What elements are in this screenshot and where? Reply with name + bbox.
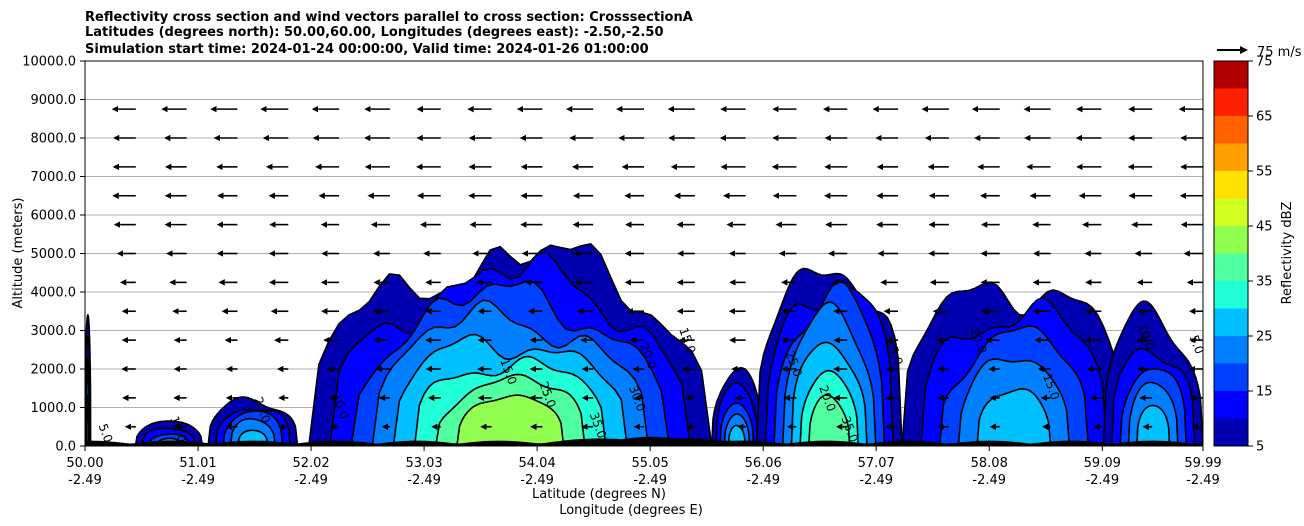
y-tick-label: 3000.0: [31, 324, 77, 339]
x-axis: 50.00 -2.49 51.01 -2.49 52.02 -2.49 53.03 -2.49…: [66, 446, 1222, 488]
x-tick-label-lat: 51.01: [179, 456, 216, 471]
reflectivity-contour: [1136, 404, 1171, 446]
colorbar-segment: [1214, 391, 1248, 419]
colorbar-tick-label: 15: [1256, 385, 1273, 400]
colorbar-tick-label: 55: [1256, 165, 1273, 180]
reflectivity-contour: [86, 393, 90, 446]
x-tick-label-lat: 53.03: [405, 456, 442, 471]
colorbar-segment: [1214, 253, 1248, 281]
x-tick-label-lon: -2.49: [746, 473, 780, 488]
y-tick-label: 2000.0: [31, 363, 77, 378]
y-tick-label: 5000.0: [31, 247, 77, 262]
x-tick-label-lat: 59.99: [1184, 456, 1221, 471]
contour-label: 5.0: [96, 422, 116, 445]
x-tick-label-lon: -2.49: [1085, 473, 1119, 488]
x-tick-label-lon: -2.49: [294, 473, 328, 488]
colorbar-tick-label: 75: [1256, 55, 1273, 70]
colorbar-tick-label: 25: [1256, 330, 1273, 345]
y-axis: 0.0 1000.0 2000.0 3000.0 4000.0 5000.0 6000.0 7…: [22, 55, 85, 455]
x-tick-label-lon: -2.49: [859, 473, 893, 488]
chart-title-line-2: Latitudes (degrees north): 50.00,60.00, …: [85, 25, 664, 40]
colorbar-segment: [1214, 61, 1248, 89]
y-tick-label: 9000.0: [31, 93, 77, 108]
y-tick-label: 10000.0: [22, 55, 76, 70]
colorbar-frame: [1213, 60, 1249, 447]
x-tick-label-lon: -2.49: [633, 473, 667, 488]
y-tick-label: 0.0: [55, 440, 76, 455]
x-tick-label-lat: 57.07: [858, 456, 895, 471]
colorbar-segment: [1214, 88, 1248, 116]
y-tick-label: 7000.0: [31, 170, 77, 185]
reflectivity-contour: [807, 394, 851, 446]
colorbar: 5 15 25 35 45 55 65 75: [1213, 55, 1273, 455]
x-tick-label-lat: 52.02: [292, 456, 329, 471]
reflectivity-contour: [976, 388, 1052, 446]
wind-reference-label: 75 m/s: [1257, 45, 1302, 60]
x-tick-label-lon: -2.49: [972, 473, 1006, 488]
colorbar-segment: [1214, 308, 1248, 336]
x-tick-label-lon: -2.49: [181, 473, 215, 488]
x-tick-label-lat: 59.09: [1084, 456, 1121, 471]
colorbar-segment: [1214, 418, 1248, 446]
reflectivity-field: [85, 243, 1203, 446]
x-tick-label-lat: 58.08: [971, 456, 1008, 471]
colorbar-segment: [1214, 116, 1248, 144]
colorbar-segment: [1214, 281, 1248, 309]
y-axis-label: Altitude (meters): [11, 198, 26, 309]
x-tick-label-lat: 54.04: [519, 456, 556, 471]
x-tick-label-lat: 55.05: [632, 456, 669, 471]
colorbar-segment: [1214, 363, 1248, 391]
y-tick-label: 1000.0: [31, 401, 77, 416]
colorbar-segment: [1214, 336, 1248, 364]
x-tick-label-lat: 50.00: [66, 456, 103, 471]
colorbar-tick-label: 45: [1256, 220, 1273, 235]
y-tick-label: 8000.0: [31, 132, 77, 147]
colorbar-segment: [1214, 171, 1248, 199]
wind-vectors: [111, 105, 1203, 430]
y-tick-label: 6000.0: [31, 209, 77, 224]
reflectivity-contour: [456, 394, 565, 446]
terrain: [85, 436, 1203, 446]
chart-title-line-1: Reflectivity cross section and wind vect…: [85, 10, 693, 25]
chart-title-line-3: Simulation start time: 2024-01-24 00:00:…: [85, 42, 649, 57]
x-tick-label-lon: -2.49: [520, 473, 554, 488]
colorbar-segment: [1214, 143, 1248, 171]
terrain-profile: [85, 436, 1203, 446]
colorbar-tick-label: 65: [1256, 110, 1273, 125]
y-tick-label: 4000.0: [31, 286, 77, 301]
colorbar-tick-label: 5: [1256, 440, 1264, 455]
x-tick-label-lon: -2.49: [68, 473, 102, 488]
x-tick-label-lon: -2.49: [1186, 473, 1220, 488]
x-tick-label-lat: 56.06: [745, 456, 782, 471]
x-tick-label-lon: -2.49: [407, 473, 441, 488]
colorbar-segment: [1214, 226, 1248, 254]
colorbar-label: Reflectivity dBZ: [1280, 202, 1295, 305]
x-axis-label-longitude: Longitude (degrees E): [559, 503, 703, 518]
colorbar-segment: [1214, 198, 1248, 226]
colorbar-tick-label: 35: [1256, 275, 1273, 290]
x-axis-label-latitude: Latitude (degrees N): [532, 487, 666, 502]
